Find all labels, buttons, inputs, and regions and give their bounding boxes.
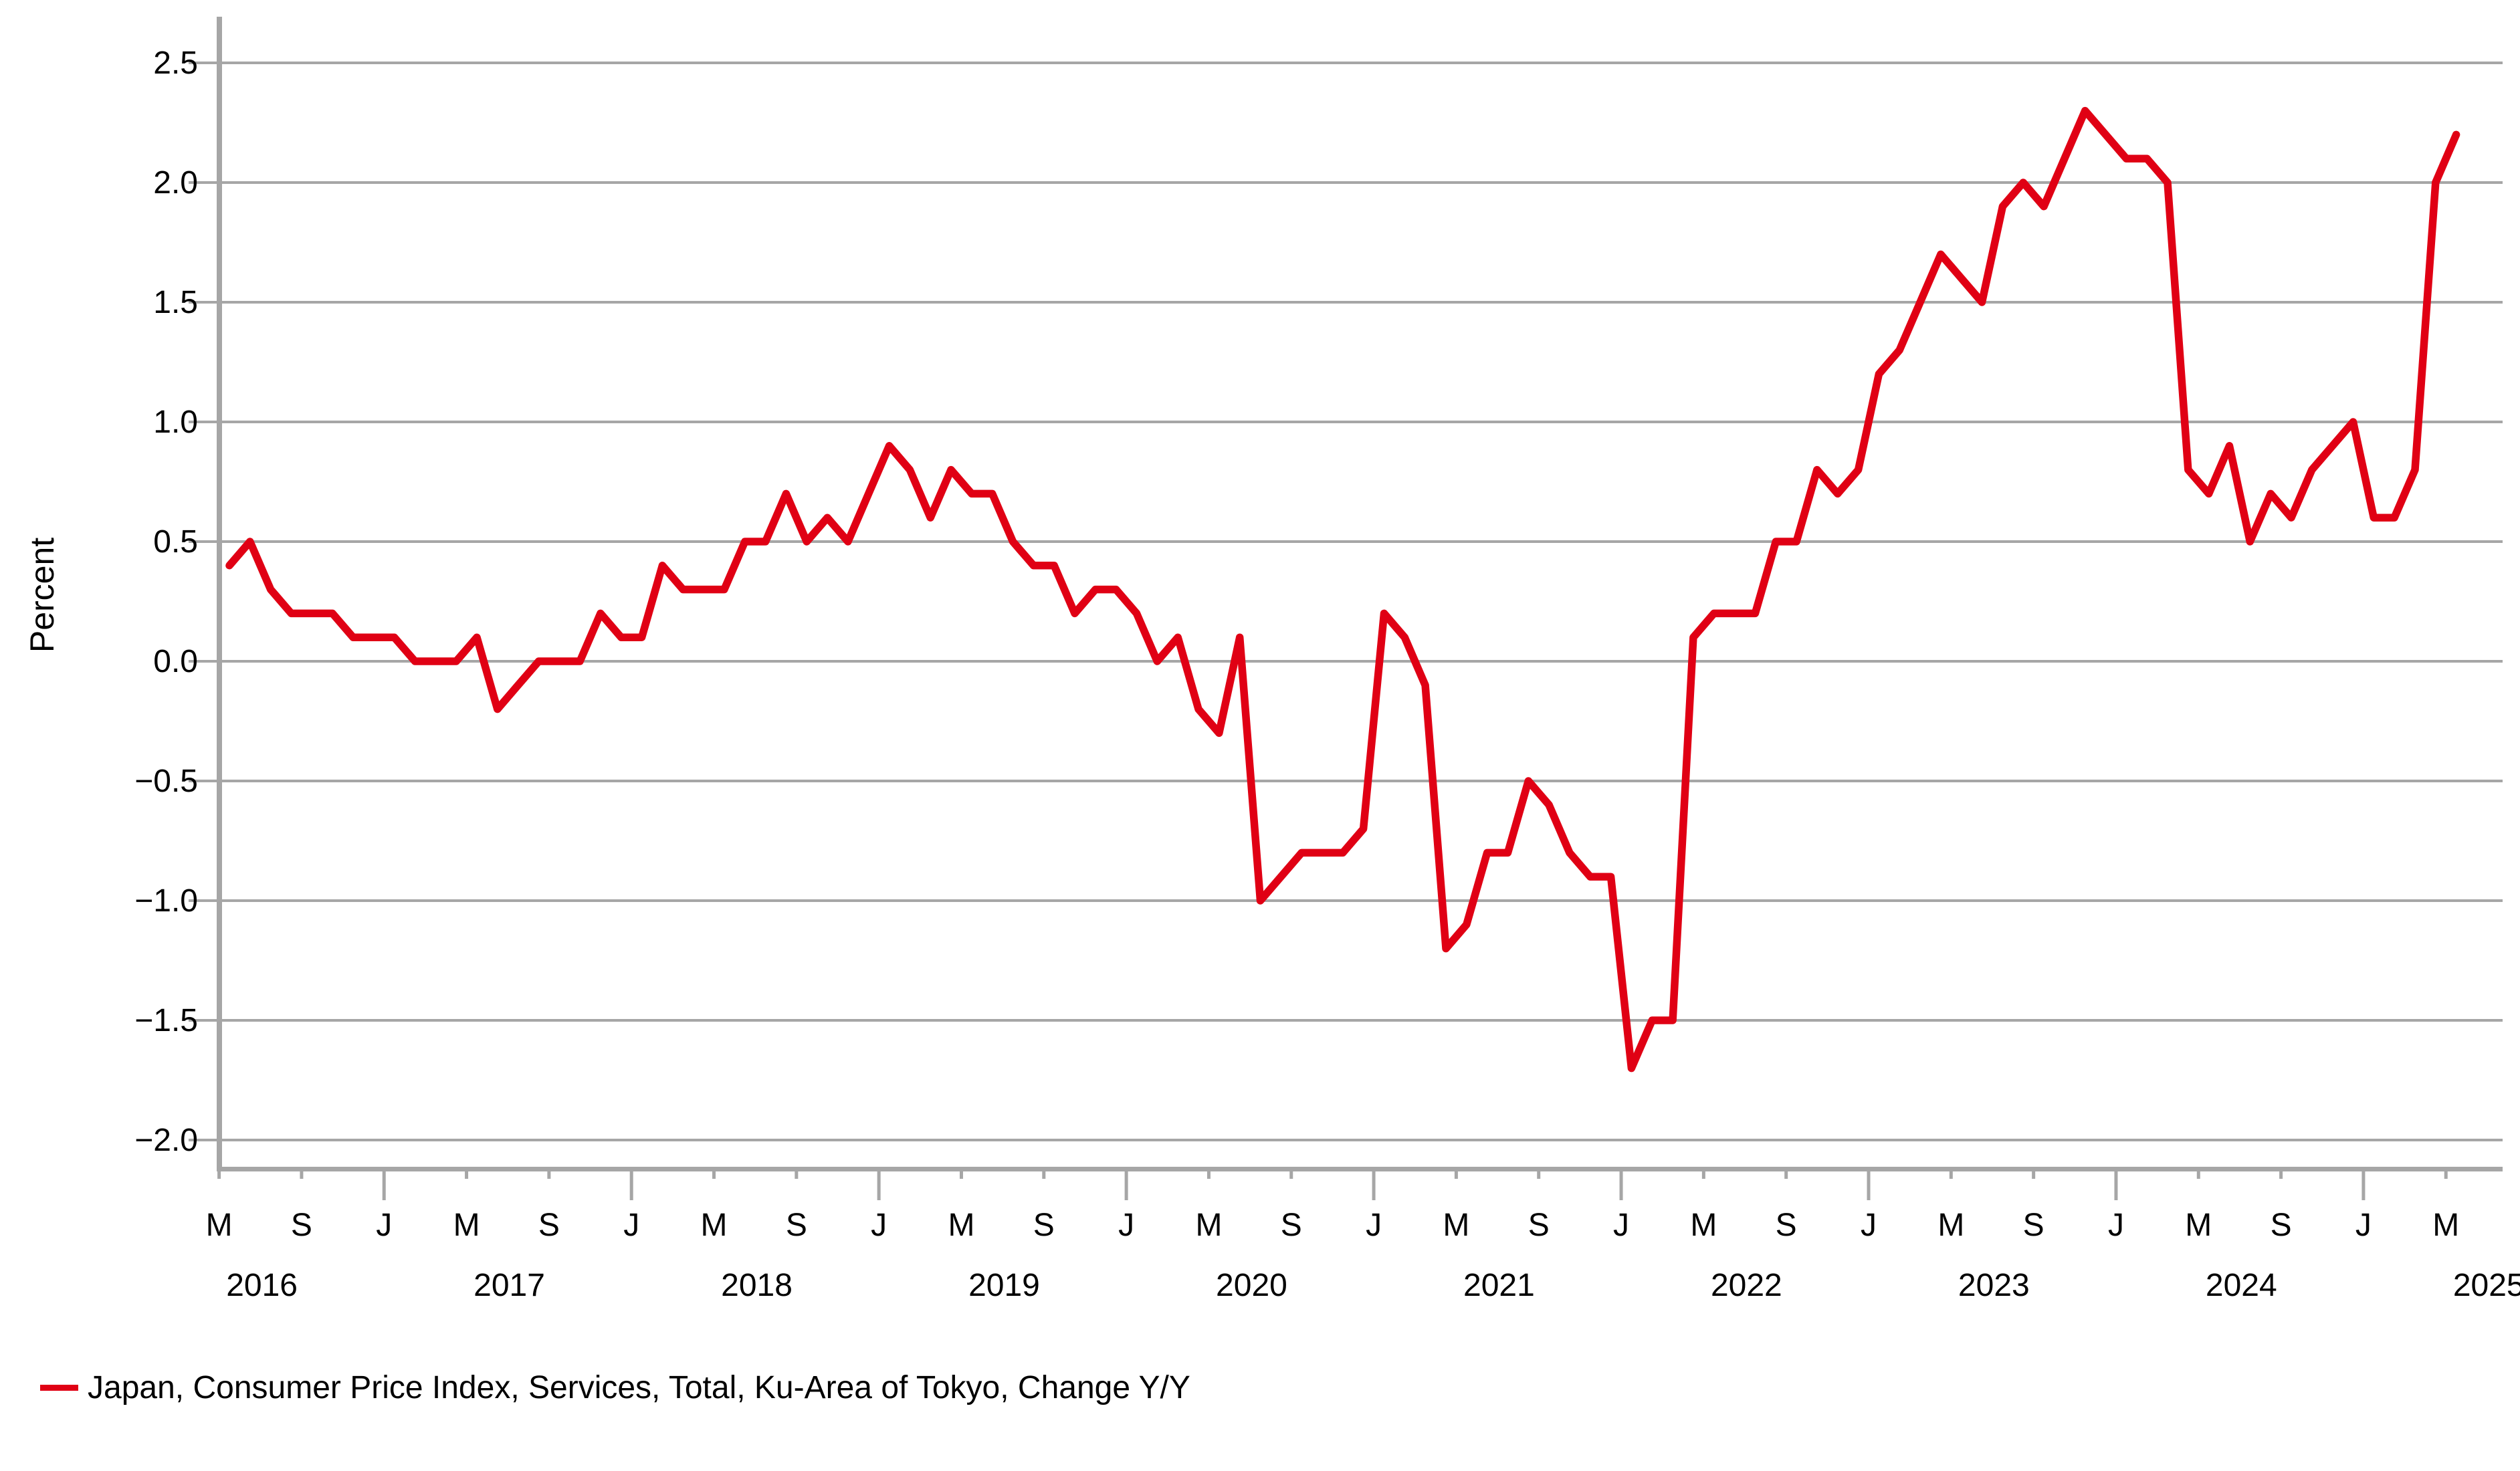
x-tick-label: J bbox=[376, 1208, 392, 1243]
year-label: 2024 bbox=[2206, 1268, 2277, 1303]
year-label: 2023 bbox=[1958, 1268, 2030, 1303]
x-tick-label: S bbox=[2271, 1208, 2292, 1243]
legend-series-label: Japan, Consumer Price Index, Services, T… bbox=[88, 1370, 1190, 1405]
x-tick-label: M bbox=[2185, 1208, 2212, 1243]
x-tick-label: S bbox=[1033, 1208, 1055, 1243]
x-tick-label: J bbox=[2355, 1208, 2372, 1243]
y-tick-label: −1.0 bbox=[134, 883, 198, 919]
year-label: 2020 bbox=[1216, 1268, 1287, 1303]
x-axis-ticks bbox=[217, 1171, 2448, 1200]
x-tick-label: S bbox=[1528, 1208, 1550, 1243]
data-series bbox=[225, 106, 2460, 1072]
axes bbox=[217, 17, 2503, 1171]
year-label: 2017 bbox=[474, 1268, 545, 1303]
x-tick-label: S bbox=[538, 1208, 560, 1243]
y-tick-label: 1.0 bbox=[153, 405, 198, 440]
x-tick-label: J bbox=[1861, 1208, 1877, 1243]
year-label: 2025 bbox=[2453, 1268, 2520, 1303]
cpi-services-line bbox=[225, 106, 2460, 1072]
y-tick-label: 2.0 bbox=[153, 165, 198, 201]
legend-line-swatch bbox=[40, 1385, 78, 1391]
x-tick-label: M bbox=[948, 1208, 974, 1243]
y-axis-title: Percent bbox=[23, 538, 61, 653]
x-tick-label: M bbox=[701, 1208, 728, 1243]
year-label: 2022 bbox=[1711, 1268, 1782, 1303]
x-tick-label: S bbox=[2023, 1208, 2044, 1243]
legend: Japan, Consumer Price Index, Services, T… bbox=[40, 1369, 1190, 1406]
x-tick-label: S bbox=[291, 1208, 312, 1243]
year-label: 2018 bbox=[721, 1268, 793, 1303]
y-tick-label: 0.5 bbox=[153, 524, 198, 560]
x-tick-label: M bbox=[1690, 1208, 1717, 1243]
x-tick-label: M bbox=[453, 1208, 480, 1243]
year-label: 2021 bbox=[1463, 1268, 1535, 1303]
y-tick-label: −0.5 bbox=[134, 764, 198, 799]
y-tick-label: −2.0 bbox=[134, 1123, 198, 1158]
x-tick-label: S bbox=[1281, 1208, 1302, 1243]
axis-tick-labels: M S J M S J M S J M S J M S J M S J M S J M S J M S J M 2016 2017 2018… bbox=[134, 45, 2520, 1303]
x-tick-label: J bbox=[871, 1208, 887, 1243]
year-label: 2019 bbox=[968, 1268, 1040, 1303]
x-tick-label: M bbox=[206, 1208, 233, 1243]
gridlines bbox=[189, 62, 2503, 1141]
y-tick-label: 2.5 bbox=[153, 45, 198, 81]
y-tick-label: 1.5 bbox=[153, 285, 198, 320]
x-tick-label: J bbox=[2108, 1208, 2124, 1243]
year-label: 2016 bbox=[226, 1268, 298, 1303]
x-tick-label: M bbox=[1195, 1208, 1222, 1243]
x-tick-label: J bbox=[1366, 1208, 1382, 1243]
y-tick-label: 0.0 bbox=[153, 644, 198, 679]
x-tick-label: J bbox=[1613, 1208, 1629, 1243]
x-tick-label: J bbox=[623, 1208, 639, 1243]
y-tick-label: −1.5 bbox=[134, 1003, 198, 1038]
x-tick-label: S bbox=[786, 1208, 807, 1243]
x-tick-label: M bbox=[1937, 1208, 1964, 1243]
x-tick-label: J bbox=[1118, 1208, 1134, 1243]
x-tick-label: M bbox=[2432, 1208, 2459, 1243]
x-tick-label: S bbox=[1776, 1208, 1797, 1243]
x-tick-label: M bbox=[1443, 1208, 1469, 1243]
